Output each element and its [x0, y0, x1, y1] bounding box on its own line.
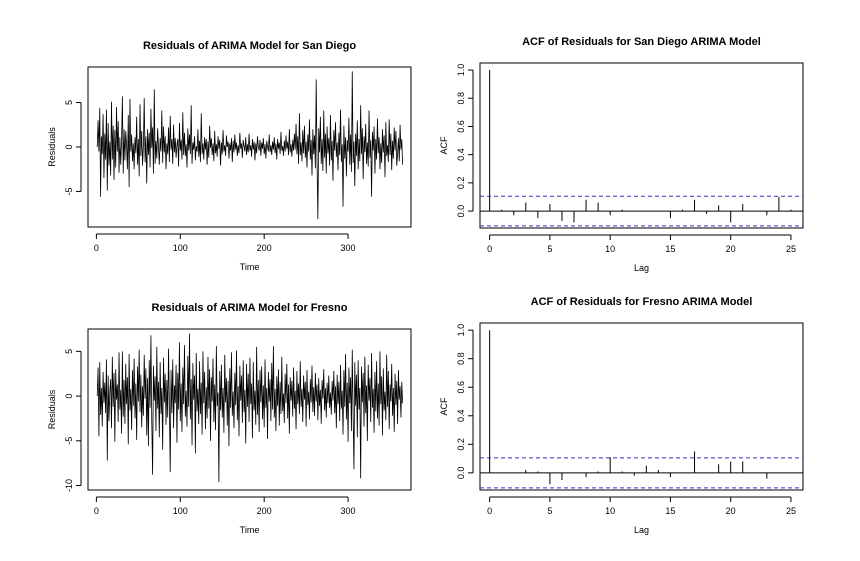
y-tick-label: -5: [64, 437, 74, 445]
x-tick-label: 10: [605, 244, 615, 254]
x-tick-label: 100: [173, 243, 188, 253]
y-tick-label: 0.4: [456, 148, 466, 161]
fresno-acf-panel: ACF of Residuals for Fresno ARIMA Model …: [439, 296, 804, 535]
x-tick-label: 20: [726, 506, 736, 516]
y-axis-label: Residuals: [47, 127, 57, 167]
x-tick-label: 0: [487, 506, 492, 516]
fresno-residuals-panel: Residuals of ARIMA Model for Fresno Time…: [47, 302, 412, 535]
y-tick-label: 1.0: [456, 324, 466, 337]
y-tick-label: 0.2: [456, 177, 466, 190]
chart-title: ACF of Residuals for Fresno ARIMA Model: [531, 296, 753, 308]
x-tick-label: 0: [94, 243, 99, 253]
x-tick-label: 0: [487, 244, 492, 254]
san-diego-residuals-panel: Residuals of ARIMA Model for San Diego T…: [47, 40, 412, 272]
x-tick-label: 0: [94, 506, 99, 516]
x-axis-label: Time: [240, 262, 260, 272]
y-tick-label: 0.0: [456, 467, 466, 480]
plot-frame: [479, 62, 804, 229]
x-tick-label: 25: [786, 506, 796, 516]
x-tick-label: 5: [547, 506, 552, 516]
x-tick-label: 15: [665, 506, 675, 516]
y-tick-label: 0.2: [456, 438, 466, 451]
x-tick-label: 10: [605, 506, 615, 516]
chart-title: ACF of Residuals for San Diego ARIMA Mod…: [522, 36, 761, 48]
y-tick-label: 0.6: [456, 120, 466, 133]
y-tick-label: 0.0: [456, 205, 466, 218]
x-tick-label: 5: [547, 244, 552, 254]
y-axis-label: Residuals: [47, 389, 57, 429]
x-tick-label: 25: [786, 244, 796, 254]
x-tick-label: 15: [665, 244, 675, 254]
x-tick-label: 300: [341, 506, 356, 516]
residual-series-line: [96, 333, 404, 482]
x-tick-label: 300: [341, 243, 356, 253]
chart-title: Residuals of ARIMA Model for San Diego: [143, 40, 356, 52]
x-tick-label: 100: [173, 506, 188, 516]
x-tick-label: 200: [257, 243, 272, 253]
residual-series-line: [96, 71, 404, 220]
plot-frame: [87, 66, 412, 228]
y-tick-label: 5: [64, 100, 74, 105]
plot-frame: [87, 328, 412, 491]
x-tick-label: 200: [257, 506, 272, 516]
y-tick-label: 0.8: [456, 352, 466, 365]
san-diego-acf-panel: ACF of Residuals for San Diego ARIMA Mod…: [439, 36, 804, 273]
x-axis-label: Lag: [634, 263, 649, 273]
y-tick-label: 0: [64, 144, 74, 149]
y-axis-label: ACF: [439, 136, 449, 155]
y-tick-label: -5: [64, 187, 74, 195]
y-tick-label: -10: [64, 479, 74, 492]
y-tick-label: 0: [64, 394, 74, 399]
y-tick-label: 0.6: [456, 381, 466, 394]
y-tick-label: 5: [64, 349, 74, 354]
x-axis-label: Lag: [634, 525, 649, 535]
y-tick-label: 1.0: [456, 64, 466, 77]
y-axis-label: ACF: [439, 397, 449, 416]
chart-title: Residuals of ARIMA Model for Fresno: [152, 302, 348, 314]
x-axis-label: Time: [240, 525, 260, 535]
y-tick-label: 0.4: [456, 410, 466, 423]
y-tick-label: 0.8: [456, 92, 466, 105]
x-tick-label: 20: [726, 244, 736, 254]
plot-frame: [479, 322, 804, 491]
